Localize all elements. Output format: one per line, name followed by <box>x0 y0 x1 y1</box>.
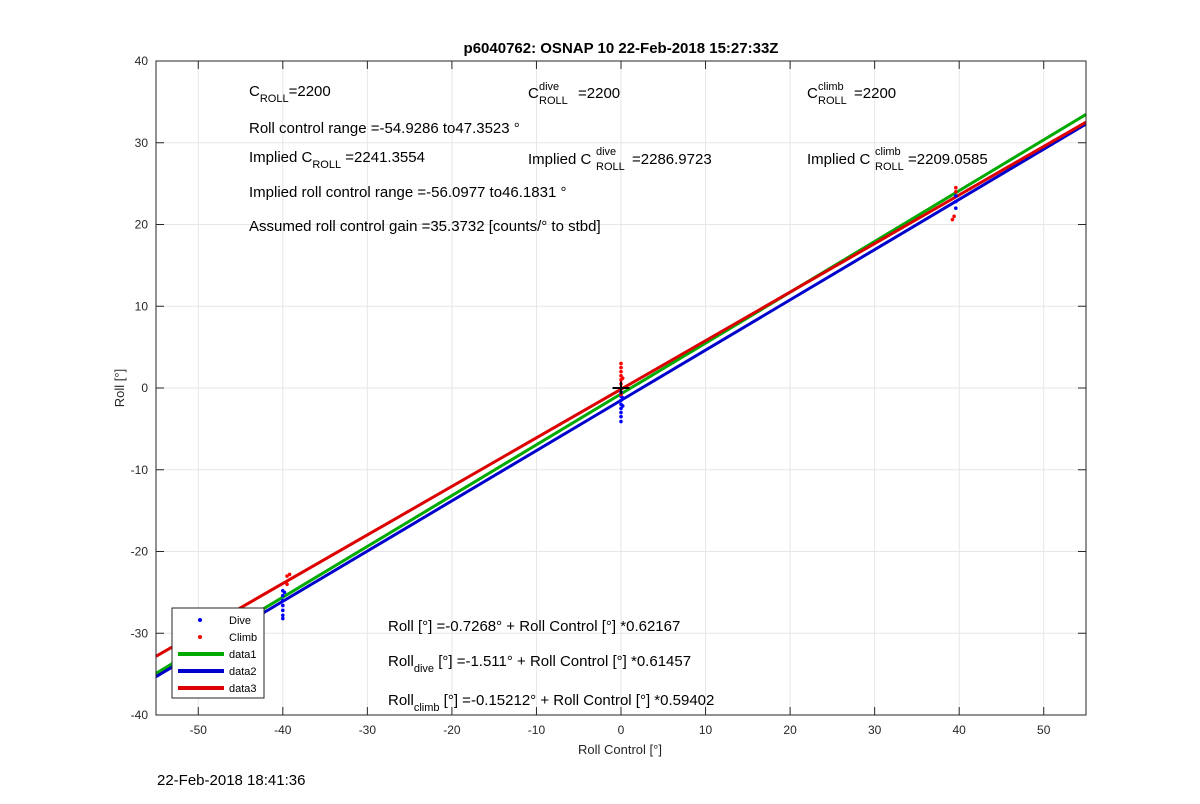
y-tick-label: 40 <box>135 54 149 68</box>
fit-all-text: Roll [°] =-0.7268° + Roll Control [°] *0… <box>388 618 680 635</box>
point-dive <box>620 404 625 408</box>
point-climb <box>287 572 292 577</box>
point-dive <box>619 414 623 419</box>
legend-label: data2 <box>229 666 257 678</box>
legend-marker-climb <box>198 635 202 639</box>
x-axis-label: Roll Control [°] <box>578 742 662 757</box>
y-tick-label: -20 <box>131 545 149 559</box>
point-dive <box>281 613 285 618</box>
point-climb <box>952 214 956 219</box>
x-tick-label: -40 <box>274 723 292 737</box>
x-tick-label: 30 <box>868 723 882 737</box>
implied-c-climb-value: =2209.0585 <box>908 151 988 168</box>
c-dive-sup: dive <box>539 81 559 93</box>
point-dive <box>620 396 625 400</box>
point-dive <box>281 598 285 603</box>
point-dive <box>281 608 285 613</box>
x-tick-label: 50 <box>1037 723 1051 737</box>
point-dive <box>954 199 958 204</box>
footer-timestamp: 22-Feb-2018 18:41:36 <box>157 772 306 789</box>
point-dive <box>619 419 623 424</box>
y-axis-label: Roll [°] <box>112 369 127 407</box>
implied-c-climb-sup: climb <box>875 146 901 158</box>
c-dive-value: =2200 <box>578 85 620 102</box>
legend-label: data3 <box>229 683 257 695</box>
roll-range-text: Roll control range =-54.9286 to47.3523 ° <box>249 120 520 137</box>
c-climb-text: C <box>807 85 818 102</box>
y-tick-label: 0 <box>141 381 148 395</box>
c-climb-sup: climb <box>818 81 844 93</box>
y-tick-label: 20 <box>135 218 149 232</box>
implied-c-dive-sub: ROLL <box>596 161 625 173</box>
x-tick-label: 20 <box>783 723 797 737</box>
data-points <box>196 185 958 644</box>
implied-c-climb-text: Implied C <box>807 151 871 168</box>
gain-text: Assumed roll control gain =35.3732 [coun… <box>249 218 601 235</box>
implied-c-climb-sub: ROLL <box>875 161 904 173</box>
annotations: CROLL=2200 C dive ROLL =2200 C climb ROL… <box>249 81 988 714</box>
point-climb <box>954 190 958 194</box>
implied-c-dive-value: =2286.9723 <box>632 151 712 168</box>
y-tick-label: -40 <box>131 708 149 722</box>
c-dive-text: C <box>528 85 539 102</box>
y-tick-label: -30 <box>131 626 149 640</box>
x-tick-label: 40 <box>953 723 967 737</box>
legend-label: Climb <box>229 632 257 644</box>
point-dive <box>281 603 285 608</box>
x-tick-label: -20 <box>443 723 461 737</box>
y-tick-label: 30 <box>135 136 149 150</box>
chart-title: p6040762: OSNAP 10 22-Feb-2018 15:27:33Z <box>464 40 779 57</box>
legend: Dive Climb data1 data2 data3 <box>171 607 265 699</box>
legend-label: Dive <box>229 615 251 627</box>
x-tick-label: -50 <box>190 723 208 737</box>
point-dive <box>954 206 958 210</box>
point-dive <box>281 616 285 621</box>
point-climb <box>950 217 955 222</box>
point-dive <box>281 593 285 598</box>
implied-c-roll-text: Implied CROLL =2241.3554 <box>249 149 425 171</box>
point-dive <box>282 590 287 595</box>
legend-marker-dive <box>198 618 202 622</box>
point-climb <box>954 185 958 190</box>
c-climb-sub: ROLL <box>818 95 847 107</box>
point-climb <box>619 361 623 366</box>
x-tick-label: 10 <box>699 723 713 737</box>
y-tick-label: -10 <box>131 463 149 477</box>
fit-dive-text: Rolldive [°] =-1.511° + Roll Control [°]… <box>388 653 691 675</box>
point-climb <box>619 365 623 370</box>
x-tick-label: 0 <box>618 723 625 737</box>
legend-label: data1 <box>229 649 257 661</box>
implied-c-dive-text: Implied C <box>528 151 592 168</box>
implied-c-dive-sup: dive <box>596 146 616 158</box>
implied-range-text: Implied roll control range =-56.0977 to4… <box>249 184 566 201</box>
x-tick-label: -10 <box>528 723 546 737</box>
point-dive <box>954 194 958 198</box>
point-dive <box>619 410 623 415</box>
y-tick-label: 10 <box>135 299 149 313</box>
legend-items: Dive Climb data1 data2 data3 <box>178 615 257 695</box>
c-climb-value: =2200 <box>854 85 896 102</box>
axis-ticks: -50 -40 -30 -20 -10 0 10 20 30 40 50 -40 -30 -20 -10 0 1… <box>131 54 1086 737</box>
point-climb <box>620 376 625 380</box>
point-climb <box>619 369 623 374</box>
c-dive-sub: ROLL <box>539 95 568 107</box>
c-roll-text: CROLL=2200 <box>249 83 331 105</box>
point-climb <box>285 582 289 586</box>
fit-climb-text: Rollclimb [°] =-0.15212° + Roll Control … <box>388 692 714 714</box>
x-tick-label: -30 <box>359 723 377 737</box>
